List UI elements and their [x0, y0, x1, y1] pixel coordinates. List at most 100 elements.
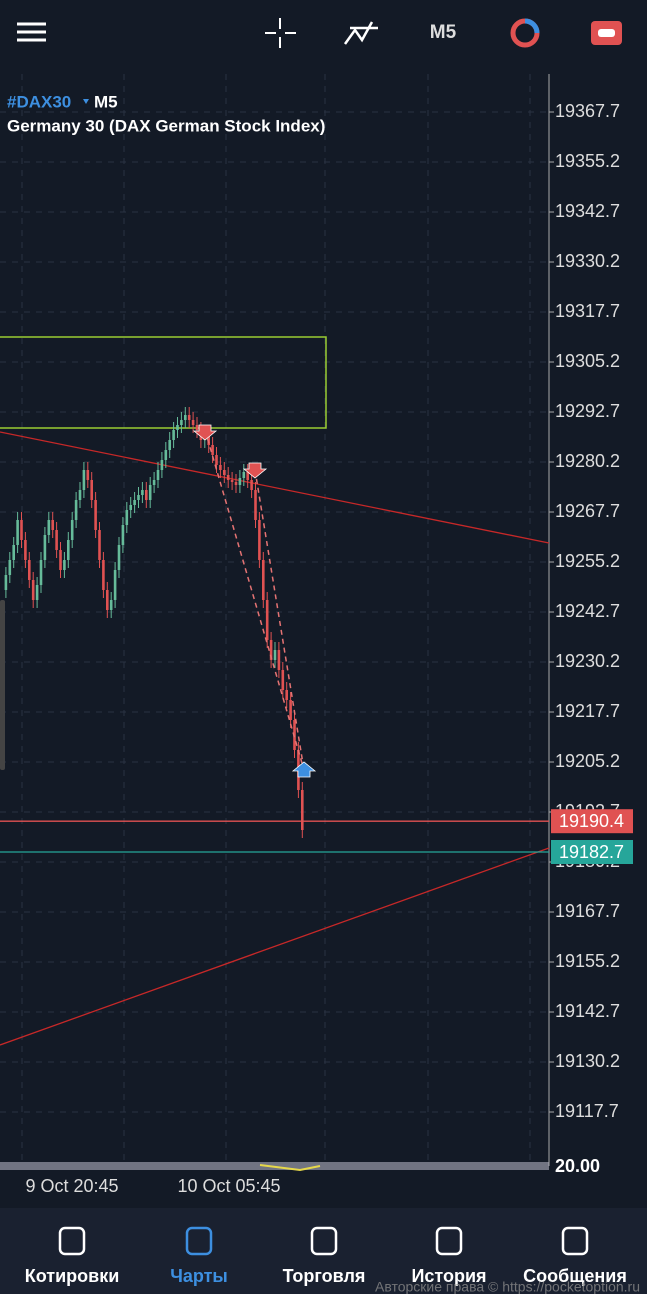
price-tag [551, 840, 633, 864]
nav-label[interactable]: Торговля [283, 1266, 366, 1286]
candle-body [24, 540, 27, 560]
dropdown-arrow [83, 99, 89, 104]
symbol-name: Germany 30 (DAX German Stock Index) [7, 116, 325, 135]
nav-icon[interactable] [561, 1226, 589, 1256]
candle-body [281, 670, 285, 690]
candle-body [148, 485, 152, 500]
symbol-ticker[interactable]: #DAX30 [7, 92, 71, 111]
candle-body [133, 500, 136, 505]
candle-body [195, 425, 199, 430]
candle-body [145, 490, 148, 500]
nav-label[interactable]: Чарты [170, 1266, 228, 1286]
candle-body [246, 472, 249, 480]
trend-line [0, 431, 550, 544]
indicator-icon[interactable] [343, 21, 378, 45]
candle-body [137, 495, 140, 500]
candle-body [207, 435, 210, 445]
candle-body [234, 482, 238, 485]
candle-body [117, 545, 121, 570]
candle-body [180, 420, 183, 425]
price-label: 19317.7 [555, 301, 620, 321]
price-label: 19167.7 [555, 901, 620, 921]
candle-body [211, 445, 214, 455]
price-label: 19142.7 [555, 1001, 620, 1021]
candle-body [31, 580, 35, 600]
nav-icon[interactable] [185, 1226, 213, 1256]
price-label: 19242.7 [555, 601, 620, 621]
candle-body [98, 530, 101, 560]
price-label: 19117.7 [555, 1101, 619, 1121]
candle-body [141, 490, 144, 495]
symbol-timeframe: M5 [94, 92, 118, 111]
chart-type-icon-part [524, 18, 540, 34]
candle-body [106, 590, 109, 610]
indicator-label: 20.00 [555, 1156, 600, 1176]
candle-body [86, 470, 90, 480]
crosshair-icon[interactable] [265, 18, 296, 48]
candle-body [250, 480, 253, 490]
candle-body [8, 560, 12, 575]
price-label: 19130.2 [555, 1051, 620, 1071]
candle-body [51, 520, 54, 530]
candle-body [20, 520, 23, 540]
grid [0, 74, 549, 1166]
candle-body [172, 430, 175, 440]
candle-body [67, 540, 70, 560]
price-axis: 19367.7 19355.2 19342.7 19330.2 19317.7 19305… [0, 101, 633, 1121]
zone-rectangle [0, 336, 327, 429]
nav-bar [0, 1208, 647, 1294]
candle-body [43, 535, 47, 560]
candle-body [184, 415, 187, 420]
nav-icon[interactable] [58, 1226, 86, 1256]
nav-icon[interactable] [435, 1226, 463, 1256]
price-label: 19155.2 [555, 951, 620, 971]
price-label: 19267.7 [555, 501, 620, 521]
menu-icon[interactable] [17, 22, 46, 42]
candle-body [63, 560, 66, 570]
buy-marker [291, 761, 317, 778]
candle-body [4, 575, 8, 590]
candle-body [273, 650, 277, 660]
timeframe-button[interactable]: M5 [430, 22, 457, 43]
nav-label[interactable]: История [411, 1266, 486, 1286]
candle-body [82, 470, 86, 490]
trade-icon-part [598, 29, 615, 37]
candle-body [55, 530, 58, 550]
candle-body [129, 505, 132, 510]
candle-body [102, 560, 105, 590]
indicator-line [259, 1164, 321, 1172]
candle-body [94, 500, 97, 530]
candle-body [289, 700, 292, 720]
nav: Котировки Чарты Торговля История Сообщения [25, 1226, 627, 1286]
scroll-handle[interactable] [0, 600, 5, 770]
trend-line [0, 847, 550, 1046]
candle-body [74, 500, 78, 520]
top-bar-bg [0, 0, 647, 66]
candle-body [78, 490, 82, 500]
price-label: 19230.2 [555, 651, 620, 671]
candle-body [12, 545, 15, 560]
candle-body [164, 450, 168, 460]
candle-body [254, 490, 257, 520]
candle-body [156, 470, 160, 480]
candle-body [125, 510, 129, 525]
candle-body [152, 480, 156, 485]
watermark: Авторские права © https://pocketoption.r… [375, 1279, 640, 1294]
price-tag-label: 19190.4 [559, 811, 624, 831]
candle-body [238, 478, 242, 485]
price-tag-label: 19182.7 [559, 842, 624, 862]
candle-body [258, 520, 261, 560]
candle-body [113, 570, 117, 600]
nav-label[interactable]: Сообщения [523, 1266, 627, 1286]
candle-body [191, 420, 195, 425]
sell-marker [192, 424, 218, 441]
candle-body [277, 650, 281, 670]
candle-body [168, 440, 171, 450]
price-label: 19280.2 [555, 451, 620, 471]
candle-body [215, 455, 218, 465]
candle-body [70, 520, 74, 540]
nav-label[interactable]: Котировки [25, 1266, 120, 1286]
nav-icon[interactable] [310, 1226, 338, 1256]
